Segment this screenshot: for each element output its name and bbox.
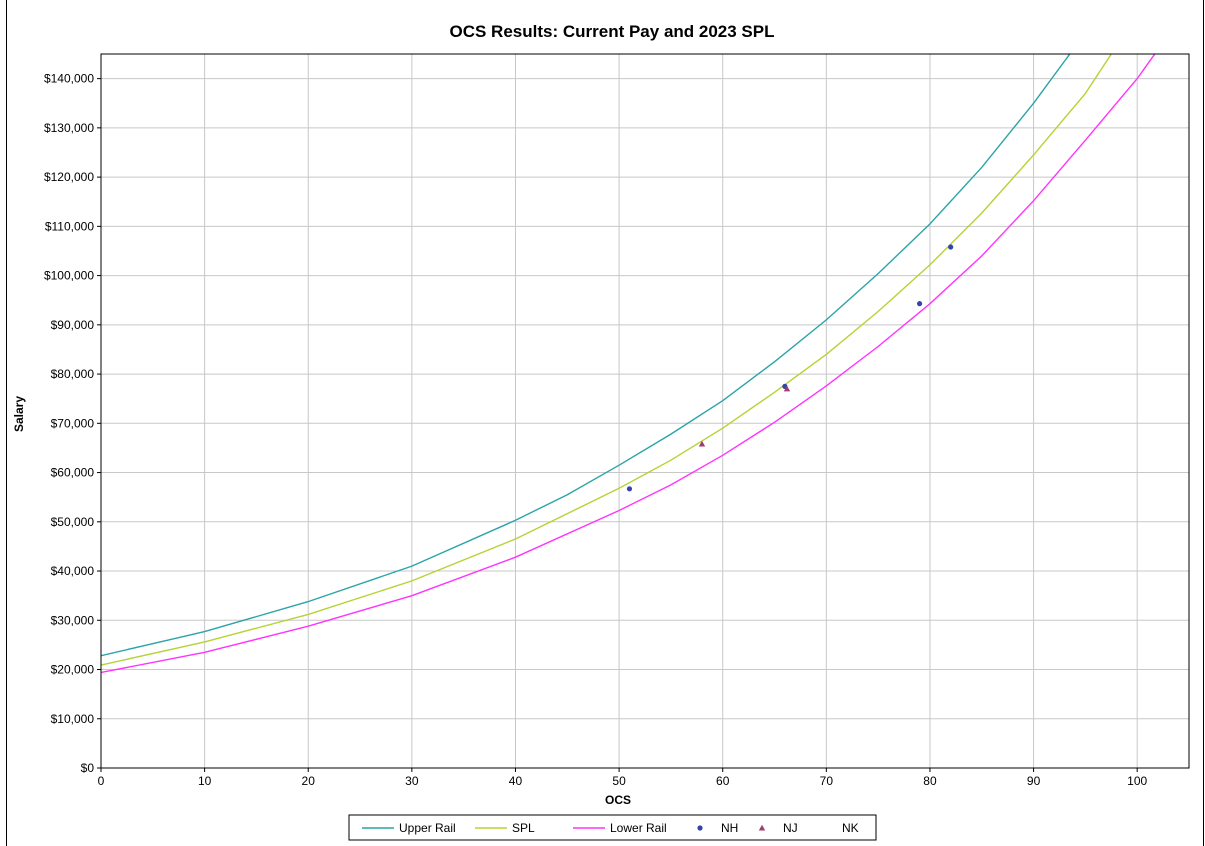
chart-title: OCS Results: Current Pay and 2023 SPL <box>450 22 775 41</box>
legend-item-nj: NJ <box>758 821 798 835</box>
y-tick-label: $30,000 <box>51 613 95 627</box>
y-tick-label: $90,000 <box>51 318 95 332</box>
plot-series <box>101 54 1156 674</box>
nj-point <box>698 440 706 447</box>
y-tick-label: $70,000 <box>51 416 95 430</box>
spl-line <box>101 54 1112 666</box>
x-tick-label: 30 <box>405 774 419 788</box>
legend-label: Upper Rail <box>399 821 456 835</box>
y-tick-label: $80,000 <box>51 367 95 381</box>
legend-item-spl: SPL <box>475 821 535 835</box>
legend-item-nk: NK <box>842 821 859 835</box>
grid <box>101 54 1189 768</box>
legend-label: NK <box>842 821 859 835</box>
nh-point <box>948 244 954 250</box>
y-tick-label: $120,000 <box>44 170 94 184</box>
series-spl <box>101 54 1112 666</box>
y-tick-label: $40,000 <box>51 564 95 578</box>
x-tick-label: 0 <box>98 774 105 788</box>
lower-rail-line <box>101 54 1156 674</box>
nh-point <box>626 486 633 492</box>
x-tick-label: 50 <box>612 774 626 788</box>
upper-rail-line <box>101 54 1071 657</box>
x-axis-title: OCS <box>605 793 631 807</box>
y-tick-label: $110,000 <box>45 219 94 233</box>
x-tick-label: 70 <box>820 774 834 788</box>
x-tick-label: 40 <box>509 774 523 788</box>
tick-labels: 0 10 20 30 40 50 60 70 80 90 100 $0 $10,000 $20,000 $3… <box>44 72 1148 788</box>
x-tick-label: 80 <box>923 774 937 788</box>
y-tick-label: $140,000 <box>44 72 94 86</box>
legend-item-upper-rail: Upper Rail <box>362 821 456 835</box>
y-tick-label: $50,000 <box>51 515 95 529</box>
x-tick-label: 100 <box>1127 774 1147 788</box>
y-tick-label: $20,000 <box>51 663 95 677</box>
series-upper-rail <box>101 54 1071 657</box>
legend-swatch <box>758 824 766 831</box>
y-tick-label: $100,000 <box>44 269 94 283</box>
legend-label: SPL <box>512 821 535 835</box>
legend-label: Lower Rail <box>610 821 667 835</box>
legend-item-nh: NH <box>697 821 738 835</box>
y-tick-label: $10,000 <box>51 712 95 726</box>
legend-box <box>348 814 877 841</box>
legend-item-lower-rail: Lower Rail <box>573 821 667 835</box>
legend-label: NJ <box>783 821 798 835</box>
nh-point <box>916 301 923 307</box>
legend-swatch <box>697 825 703 831</box>
plot-area-border <box>100 53 1190 769</box>
y-tick-label: $130,000 <box>44 121 94 135</box>
y-axis-title: Salary <box>12 396 26 432</box>
legend-label: NH <box>721 821 738 835</box>
y-tick-label: $60,000 <box>51 466 95 480</box>
series-lower-rail <box>101 54 1156 674</box>
y-tick-label: $0 <box>81 761 95 775</box>
legend: Upper Rail SPL Lower Rail NH NJ NK <box>348 814 877 841</box>
x-tick-label: 20 <box>302 774 316 788</box>
series-nj <box>698 385 791 447</box>
x-tick-label: 60 <box>716 774 730 788</box>
x-tick-label: 90 <box>1027 774 1041 788</box>
x-tick-label: 10 <box>198 774 212 788</box>
nj-point <box>783 385 791 392</box>
